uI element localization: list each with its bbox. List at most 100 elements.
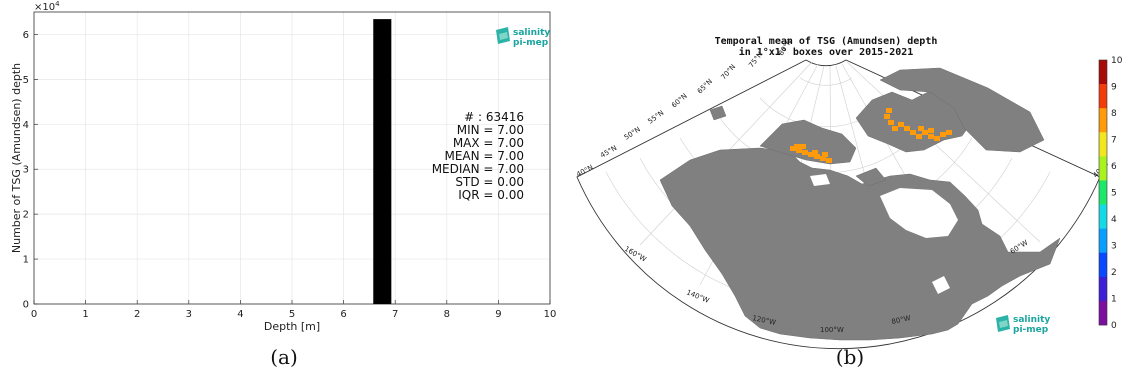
map-data-cell <box>928 134 934 139</box>
map-data-cell <box>802 150 808 155</box>
stat-line: STD = 0.00 <box>455 175 524 189</box>
great-bear-lake <box>810 174 830 186</box>
x-tick-label: 3 <box>186 309 192 320</box>
colorbar-band <box>1099 228 1107 254</box>
arctic-islands-west <box>759 119 857 165</box>
lat-label-60: 60°N <box>670 92 689 109</box>
map-data-cell <box>916 134 922 139</box>
map-data-cell <box>794 144 800 149</box>
map-data-cell <box>934 136 940 141</box>
logo-text-pimep: pi-mep <box>513 38 549 48</box>
panel-label-a: (a) <box>270 345 298 369</box>
map-data-cell <box>814 154 820 159</box>
map-logo-icon-inner <box>999 320 1008 328</box>
x-tick-label: 7 <box>392 309 398 320</box>
lat-label-70: 70°N <box>720 63 738 81</box>
map-data-cell <box>808 152 814 157</box>
colorbar-band <box>1099 60 1107 85</box>
map-data-cell <box>892 126 898 131</box>
map-logo-text-pimep: pi-mep <box>1013 325 1049 335</box>
map-data-cell <box>946 130 952 135</box>
colorbar-tick-label: 1 <box>1111 295 1117 305</box>
colorbar-band <box>1099 276 1107 302</box>
y-tick-label: 6 <box>23 30 29 41</box>
map-logo-text-salinity: salinity <box>1013 315 1050 325</box>
stat-line: MEDIAN = 7.00 <box>432 162 524 176</box>
y-tick-label: 2 <box>23 210 29 221</box>
stat-line: MAX = 7.00 <box>453 136 524 150</box>
colorbar-tick-label: 7 <box>1111 136 1117 146</box>
x-tick-label: 9 <box>495 309 501 320</box>
x-tick-label: 6 <box>340 309 346 320</box>
y-exponent: ×104 <box>34 0 60 13</box>
lon-label-100w: 100°W <box>820 326 844 334</box>
salinity-pimep-logo: salinity pi-mep <box>496 27 550 48</box>
colorbar-frame <box>1098 59 1108 326</box>
lon-label-80w: 80°W <box>891 314 912 326</box>
colorbar-tick-label: 2 <box>1111 268 1117 278</box>
x-tick-label: 5 <box>289 309 295 320</box>
colorbar-tick-label: 4 <box>1111 215 1117 225</box>
colorbar-tick-label: 3 <box>1111 242 1117 252</box>
hudson-bay <box>880 188 958 238</box>
stat-line: IQR = 0.00 <box>458 188 524 202</box>
colorbar-tick-label: 8 <box>1111 109 1117 119</box>
map-data-cell <box>904 126 910 131</box>
map-data-cell <box>820 156 826 161</box>
map-data-cell <box>910 130 916 135</box>
greenland <box>879 67 1045 153</box>
colorbar-tick-labels: 0 1 2 3 4 5 6 7 8 9 10 <box>1111 56 1123 331</box>
colorbar-tick-label: 0 <box>1111 321 1117 331</box>
colorbar-band <box>1099 300 1107 326</box>
y-axis-label: Number of TSG (Amundsen) depth <box>10 63 23 253</box>
colorbar-band <box>1099 132 1107 157</box>
lat-label-55: 55°N <box>646 109 665 126</box>
colorbar: 0 1 2 3 4 5 6 7 8 9 10 <box>1098 56 1123 331</box>
logo-icon-inner <box>499 32 508 40</box>
colorbar-tick-label: 9 <box>1111 83 1117 93</box>
map-data-cell <box>812 150 818 155</box>
lat-label-65: 65°N <box>696 77 714 95</box>
map-title-line-2: in 1°x1° boxes over 2015-2021 <box>739 46 914 58</box>
map-data-cell <box>822 152 828 157</box>
histogram-bars <box>373 19 392 305</box>
y-tick-label: 0 <box>23 300 29 311</box>
lat-label-50: 50°N <box>623 125 642 141</box>
y-tick-label: 4 <box>23 120 29 131</box>
x-tick-label: 4 <box>237 309 243 320</box>
colorbar-tick-label: 10 <box>1111 56 1123 66</box>
y-tick-label: 1 <box>23 255 29 266</box>
x-tick-label: 10 <box>544 309 557 320</box>
island-3 <box>709 105 727 121</box>
x-axis-label: Depth [m] <box>264 320 320 333</box>
colorbar-tick-label: 5 <box>1111 189 1117 199</box>
histogram-panel: 0 1 2 3 4 5 6 7 8 9 10 0 1 2 3 4 5 6 ×104 Depth [m] Numb… <box>10 0 556 369</box>
colorbar-band <box>1099 180 1107 205</box>
x-tick-label: 8 <box>444 309 450 320</box>
colorbar-band <box>1099 252 1107 278</box>
stat-line: MIN = 7.00 <box>457 123 524 137</box>
x-tick-label: 2 <box>134 309 140 320</box>
map-data-cell <box>790 146 796 151</box>
y-tick-labels: 0 1 2 3 4 5 6 <box>23 30 29 311</box>
x-tick-label: 1 <box>82 309 88 320</box>
continent-land <box>659 147 1061 341</box>
colorbar-tick-label: 6 <box>1111 162 1117 172</box>
map-data-cell <box>918 126 924 131</box>
map-data-cell <box>884 114 890 119</box>
panel-label-b: (b) <box>836 345 864 369</box>
colorbar-band <box>1099 84 1107 109</box>
map-data-cell <box>940 132 946 137</box>
stat-line: # : 63416 <box>464 110 524 124</box>
stat-line: MEAN = 7.00 <box>444 149 524 163</box>
colorbar-band <box>1099 156 1107 181</box>
map-data-cells <box>790 108 952 163</box>
map-data-cell <box>826 158 832 163</box>
map-data-cell <box>800 144 806 149</box>
colorbar-band <box>1099 108 1107 133</box>
y-tick-label: 5 <box>23 75 29 86</box>
map-salinity-pimep-logo: salinity pi-mep <box>996 315 1050 335</box>
histogram-axes-box <box>33 11 551 305</box>
